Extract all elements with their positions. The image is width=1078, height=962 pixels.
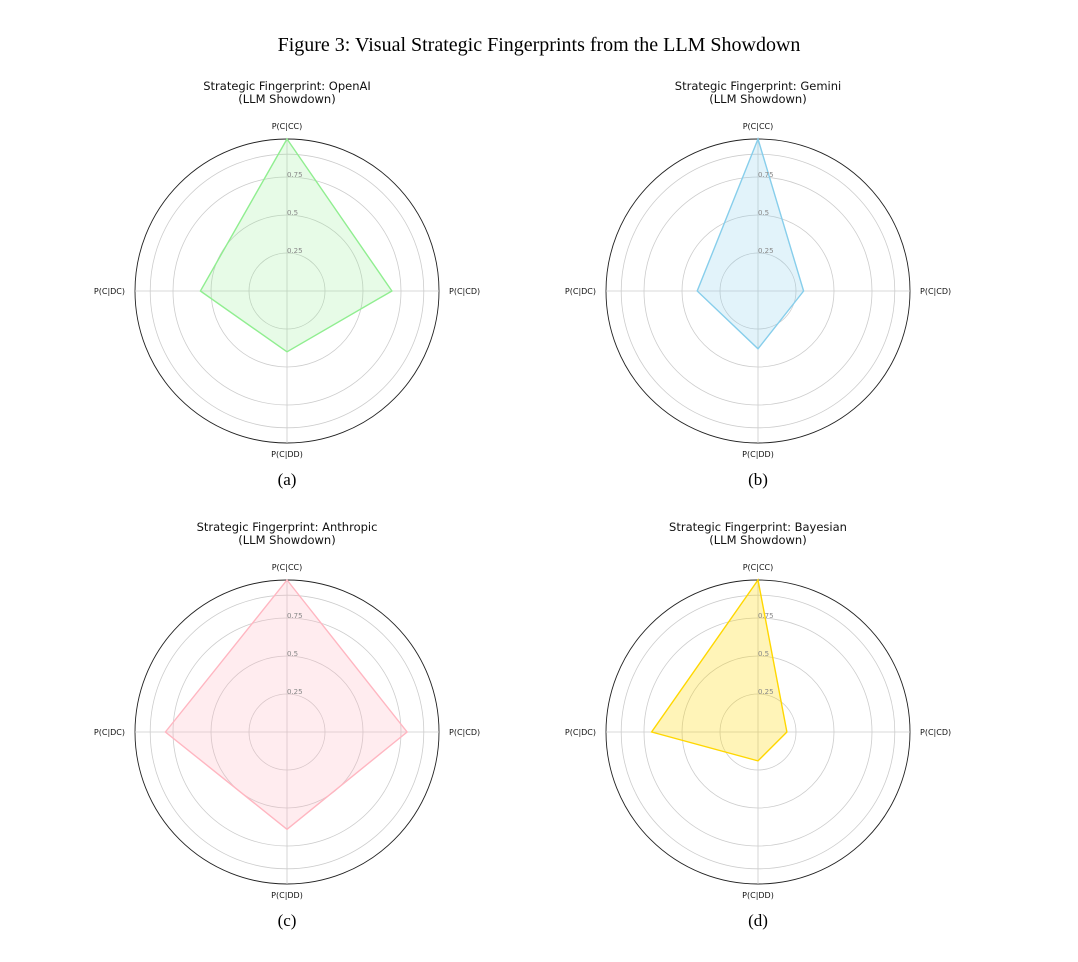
radial-tick-label: 0.5 xyxy=(287,650,298,658)
radial-tick-label: 0.75 xyxy=(758,612,774,620)
radar-panel: Strategic Fingerprint: Gemini (LLM Showdo… xyxy=(593,80,923,520)
subfigure-caption: (a) xyxy=(122,470,452,490)
radial-tick-label: 0.75 xyxy=(287,612,303,620)
axis-label: P(C|CC) xyxy=(272,122,303,131)
axis-label: P(C|CC) xyxy=(743,563,774,572)
radial-tick-label: 0.75 xyxy=(758,171,774,179)
radial-tick-label: 0.25 xyxy=(287,247,303,255)
radial-tick-label: 0.25 xyxy=(287,688,303,696)
radial-tick-label: 0.25 xyxy=(758,688,774,696)
axis-label: P(C|DC) xyxy=(94,728,125,737)
figure-title: Figure 3: Visual Strategic Fingerprints … xyxy=(0,34,1078,57)
series-area xyxy=(697,139,803,349)
axis-label: P(C|CD) xyxy=(920,728,951,737)
radial-tick-label: 0.75 xyxy=(287,171,303,179)
radar-chart: 0.250.50.75P(C|CC)P(C|CD)P(C|DD)P(C|DC) xyxy=(122,80,452,480)
axis-label: P(C|DD) xyxy=(271,450,303,459)
axis-label: P(C|CC) xyxy=(272,563,303,572)
axis-label: P(C|DC) xyxy=(565,287,596,296)
radar-chart: 0.250.50.75P(C|CC)P(C|CD)P(C|DD)P(C|DC) xyxy=(593,521,923,921)
axis-label: P(C|DC) xyxy=(94,287,125,296)
axis-label: P(C|CC) xyxy=(743,122,774,131)
radar-panel: Strategic Fingerprint: Bayesian (LLM Show… xyxy=(593,521,923,961)
axis-label: P(C|CD) xyxy=(449,287,480,296)
radial-tick-label: 0.25 xyxy=(758,247,774,255)
axis-label: P(C|DD) xyxy=(742,891,774,900)
axis-label: P(C|CD) xyxy=(920,287,951,296)
radial-tick-label: 0.5 xyxy=(287,209,298,217)
radar-panel: Strategic Fingerprint: OpenAI (LLM Showdo… xyxy=(122,80,452,520)
axis-label: P(C|DC) xyxy=(565,728,596,737)
subfigure-caption: (d) xyxy=(593,911,923,931)
radial-tick-label: 0.5 xyxy=(758,209,769,217)
radar-chart: 0.250.50.75P(C|CC)P(C|CD)P(C|DD)P(C|DC) xyxy=(122,521,452,921)
subfigure-caption: (c) xyxy=(122,911,452,931)
axis-label: P(C|DD) xyxy=(742,450,774,459)
radar-panel: Strategic Fingerprint: Anthropic (LLM Sho… xyxy=(122,521,452,961)
subfigure-caption: (b) xyxy=(593,470,923,490)
radial-tick-label: 0.5 xyxy=(758,650,769,658)
axis-label: P(C|CD) xyxy=(449,728,480,737)
radar-chart: 0.250.50.75P(C|CC)P(C|CD)P(C|DD)P(C|DC) xyxy=(593,80,923,480)
axis-label: P(C|DD) xyxy=(271,891,303,900)
